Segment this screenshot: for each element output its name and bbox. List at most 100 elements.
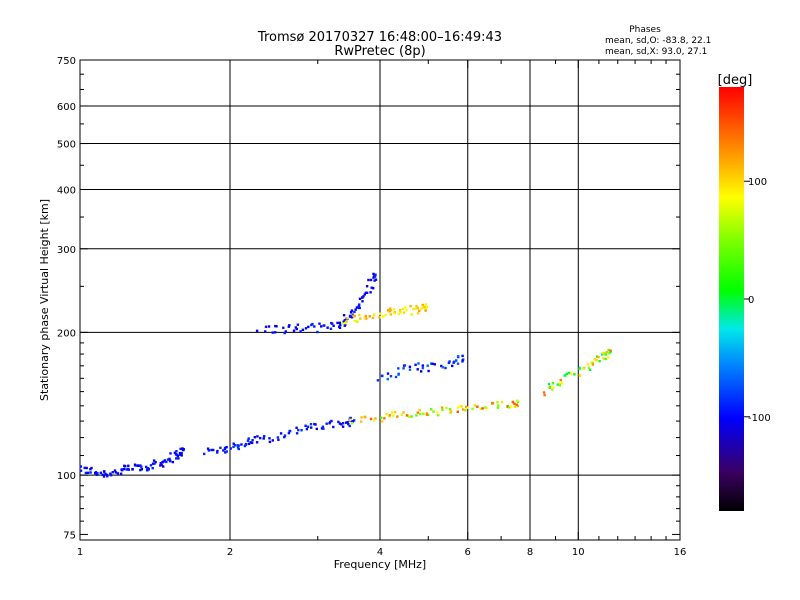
- data-point: [369, 417, 373, 421]
- colorbar: [719, 87, 744, 511]
- data-point: [578, 374, 581, 377]
- colorbar-tick-label: 100: [748, 177, 767, 188]
- data-point: [373, 279, 376, 282]
- data-point: [345, 421, 348, 424]
- data-point: [344, 323, 347, 326]
- data-point: [426, 364, 429, 367]
- data-point: [299, 330, 302, 333]
- data-point: [287, 431, 291, 435]
- data-point: [384, 313, 387, 317]
- data-point: [473, 404, 476, 407]
- data-point: [232, 442, 235, 445]
- data-point: [386, 377, 389, 381]
- data-point: [496, 401, 499, 404]
- data-point: [216, 449, 219, 453]
- data-point: [447, 361, 451, 365]
- data-point: [595, 355, 599, 358]
- data-point: [365, 291, 369, 294]
- y-tick-label: 75: [63, 530, 76, 541]
- data-point: [325, 422, 328, 425]
- chart-title: Tromsø 20170327 16:48:00–16:49:43: [257, 30, 502, 45]
- data-point: [586, 363, 590, 366]
- data-point: [320, 325, 323, 328]
- data-point: [401, 307, 405, 311]
- data-point: [175, 450, 178, 453]
- data-point: [153, 462, 156, 465]
- data-point: [424, 307, 428, 310]
- y-tick-label: 750: [57, 56, 76, 67]
- data-point: [219, 446, 222, 449]
- data-point: [247, 437, 250, 440]
- data-point: [373, 313, 376, 316]
- data-point: [420, 307, 423, 310]
- data-point: [394, 375, 398, 379]
- data-point: [354, 308, 357, 311]
- data-point: [425, 413, 429, 416]
- data-point: [365, 285, 369, 288]
- data-point: [595, 359, 598, 362]
- data-point: [355, 306, 359, 309]
- data-point: [287, 325, 290, 328]
- data-point: [404, 306, 407, 309]
- data-point: [338, 326, 342, 330]
- y-tick-label: 200: [57, 328, 76, 339]
- data-point: [322, 324, 325, 327]
- data-point: [415, 305, 418, 308]
- data-point: [168, 457, 171, 461]
- data-point: [206, 447, 210, 450]
- data-point: [421, 303, 424, 307]
- data-point: [313, 325, 316, 328]
- data-point: [264, 330, 267, 333]
- data-point: [593, 358, 596, 361]
- data-point: [121, 468, 124, 471]
- data-point: [513, 402, 516, 405]
- data-points: [79, 272, 612, 478]
- x-tick-label: 6: [465, 547, 471, 558]
- data-point: [146, 467, 150, 470]
- data-point: [279, 432, 283, 435]
- data-point: [437, 414, 440, 417]
- data-point: [253, 436, 256, 439]
- data-point: [96, 472, 99, 475]
- x-tick-label: 4: [377, 547, 383, 558]
- data-point: [405, 414, 409, 417]
- data-point: [154, 460, 157, 464]
- data-point: [471, 407, 474, 411]
- data-point: [397, 373, 400, 376]
- data-point: [389, 375, 393, 378]
- data-point: [476, 405, 479, 408]
- data-point: [85, 466, 88, 470]
- data-point: [416, 411, 419, 414]
- data-point: [464, 409, 467, 412]
- data-point: [350, 420, 354, 423]
- data-point: [430, 408, 433, 411]
- data-point: [237, 444, 240, 447]
- data-point: [363, 293, 366, 296]
- data-point: [237, 447, 240, 451]
- data-point: [389, 308, 393, 312]
- data-point: [461, 359, 464, 362]
- data-point: [140, 465, 143, 468]
- data-point: [331, 322, 334, 325]
- data-point: [608, 352, 611, 355]
- data-point: [449, 408, 452, 411]
- data-point: [349, 311, 353, 314]
- data-point: [283, 331, 286, 335]
- data-point: [479, 407, 482, 410]
- data-point: [511, 400, 515, 404]
- data-point: [321, 425, 325, 428]
- data-point: [133, 463, 137, 466]
- data-point: [542, 391, 546, 394]
- data-point: [102, 475, 106, 478]
- data-point: [326, 326, 329, 329]
- data-point: [353, 314, 356, 318]
- data-point: [342, 320, 345, 323]
- data-point: [353, 310, 356, 314]
- data-point: [369, 278, 373, 282]
- data-point: [223, 447, 227, 451]
- data-point: [453, 360, 456, 363]
- data-point: [180, 452, 183, 455]
- data-point: [152, 459, 156, 462]
- data-point: [381, 420, 384, 423]
- data-point: [484, 406, 487, 409]
